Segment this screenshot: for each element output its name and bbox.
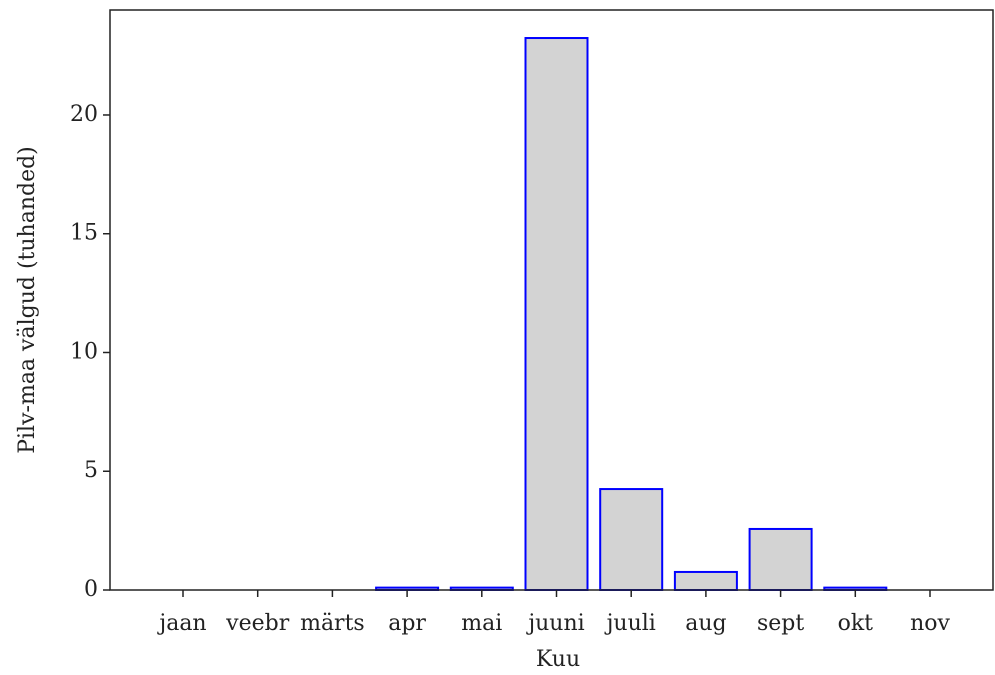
bar: [748, 527, 813, 591]
y-tick-label: 5: [84, 458, 98, 483]
x-tick-label: mai: [461, 611, 502, 636]
bar: [599, 488, 664, 591]
plot-frame: [109, 9, 994, 591]
x-tick-label: jaan: [156, 611, 206, 636]
y-tick-label: 20: [70, 102, 98, 127]
bar: [673, 570, 738, 591]
x-tick-label: märts: [300, 611, 365, 636]
x-tick-label: juuni: [525, 611, 584, 636]
y-axis-label: Pilv-maa välgud (tuhanded): [15, 146, 40, 454]
x-tick-label: apr: [388, 611, 426, 636]
x-tick-label: aug: [685, 611, 726, 636]
y-tick-label: 15: [70, 221, 98, 246]
y-tick-label: 10: [70, 339, 98, 364]
x-tick-label: sept: [757, 611, 804, 636]
x-tick-label: okt: [838, 611, 874, 636]
bar: [524, 37, 589, 592]
x-tick-label: veebr: [225, 611, 290, 636]
x-tick-label: juuli: [604, 611, 656, 636]
x-tick-label: nov: [910, 611, 950, 636]
y-tick-label: 0: [84, 577, 98, 602]
x-axis-label: Kuu: [536, 647, 580, 672]
